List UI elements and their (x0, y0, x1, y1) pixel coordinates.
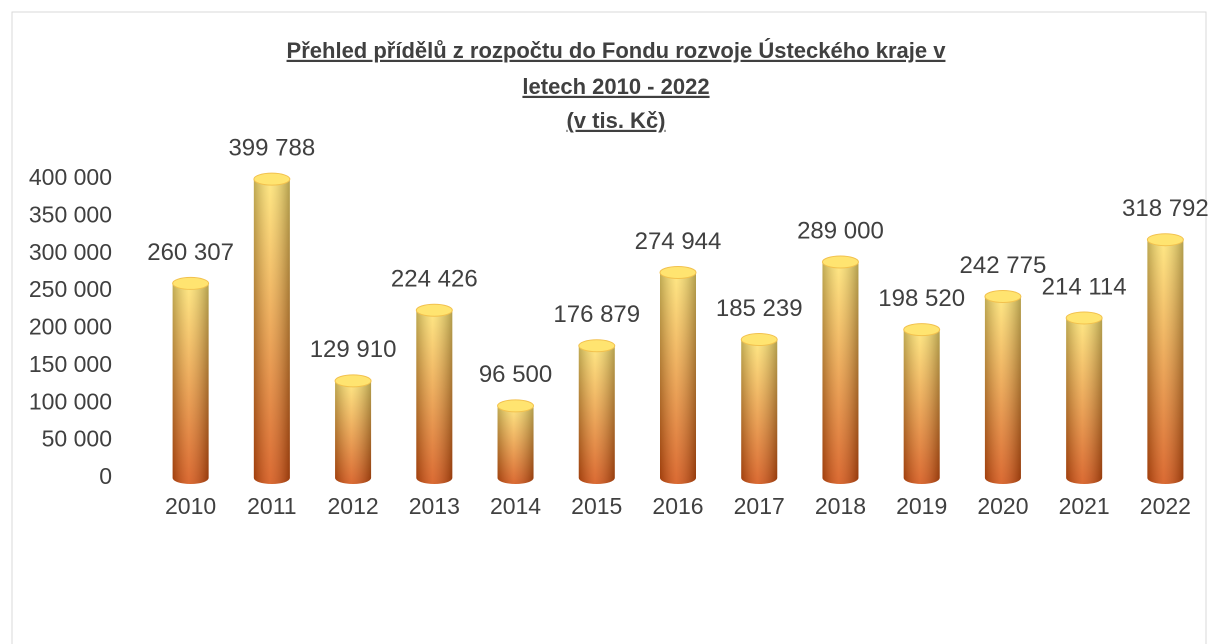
chart-title: (v tis. Kč) (566, 108, 665, 133)
bar (659, 265, 697, 484)
bar-shade (984, 296, 1021, 485)
bar (821, 255, 859, 485)
bar-shade (741, 339, 778, 485)
bar-shade (172, 283, 209, 485)
bar (253, 172, 291, 484)
y-tick-label: 100 000 (29, 388, 112, 414)
value-label: 318 792 (1122, 195, 1208, 222)
bar-top (821, 255, 859, 269)
bar-shade (903, 329, 940, 485)
value-label: 224 426 (391, 266, 478, 293)
bar-top (903, 323, 941, 337)
value-label: 129 910 (310, 336, 397, 363)
x-tick-label: 2018 (815, 493, 866, 519)
x-tick-label: 2012 (327, 493, 378, 519)
x-tick-label: 2021 (1059, 493, 1110, 519)
value-label: 260 307 (147, 239, 234, 266)
x-tick-label: 2014 (490, 493, 541, 519)
value-label: 185 239 (716, 295, 803, 322)
x-tick-label: 2011 (247, 493, 296, 519)
bar-shade (416, 310, 453, 485)
bar-shade (253, 179, 290, 484)
y-tick-label: 0 (99, 463, 112, 489)
bar (497, 399, 535, 485)
bar-shade (822, 261, 859, 485)
x-tick-label: 2016 (652, 493, 703, 519)
chart-title: Přehled přídělů z rozpočtu do Fondu rozv… (287, 38, 947, 63)
value-label: 96 500 (479, 361, 552, 388)
bar-shade (335, 380, 372, 485)
chart-frame (11, 11, 1207, 644)
value-label: 274 944 (635, 228, 722, 255)
bar-shade (1066, 317, 1103, 485)
value-label: 214 114 (1042, 273, 1127, 300)
bar-top (578, 339, 616, 353)
bar (1146, 233, 1184, 485)
y-tick-label: 350 000 (29, 201, 112, 227)
x-tick-label: 2015 (571, 493, 622, 519)
bar-shade (660, 272, 696, 484)
value-label: 399 788 (228, 135, 315, 162)
y-tick-label: 50 000 (42, 426, 112, 452)
y-tick-label: 250 000 (29, 276, 112, 302)
bar-shade (1147, 239, 1184, 485)
bar-top (415, 303, 453, 317)
x-tick-label: 2022 (1140, 493, 1191, 519)
bar (1065, 311, 1103, 485)
bar-top (1146, 233, 1184, 247)
value-label: 198 520 (878, 285, 965, 312)
bar (984, 290, 1022, 485)
bar (740, 333, 778, 485)
bar-top (172, 276, 210, 290)
y-tick-label: 200 000 (29, 314, 112, 340)
bar (903, 323, 941, 485)
bar-top (740, 333, 778, 347)
x-tick-label: 2020 (977, 493, 1028, 519)
bar-top (1065, 311, 1103, 325)
bar-shade (497, 405, 534, 485)
bar-top (497, 399, 535, 413)
x-tick-label: 2010 (165, 493, 216, 519)
value-label: 242 775 (960, 252, 1047, 279)
y-tick-label: 300 000 (29, 239, 112, 265)
x-tick-label: 2017 (734, 493, 785, 519)
x-tick-label: 2019 (896, 493, 947, 519)
bar (415, 303, 453, 485)
bar-top (253, 172, 291, 186)
bar (172, 276, 210, 485)
x-tick-label: 2013 (409, 493, 460, 519)
chart-title: letech 2010 - 2022 (522, 74, 709, 99)
value-label: 289 000 (797, 217, 884, 244)
bar-top (334, 374, 372, 388)
y-tick-label: 150 000 (29, 351, 112, 377)
bar-top (984, 290, 1022, 304)
bar (578, 339, 616, 485)
bar (334, 374, 372, 485)
bar-shade (578, 345, 615, 485)
bar-top (659, 265, 697, 279)
y-tick-label: 400 000 (29, 164, 112, 190)
value-label: 176 879 (553, 301, 640, 328)
